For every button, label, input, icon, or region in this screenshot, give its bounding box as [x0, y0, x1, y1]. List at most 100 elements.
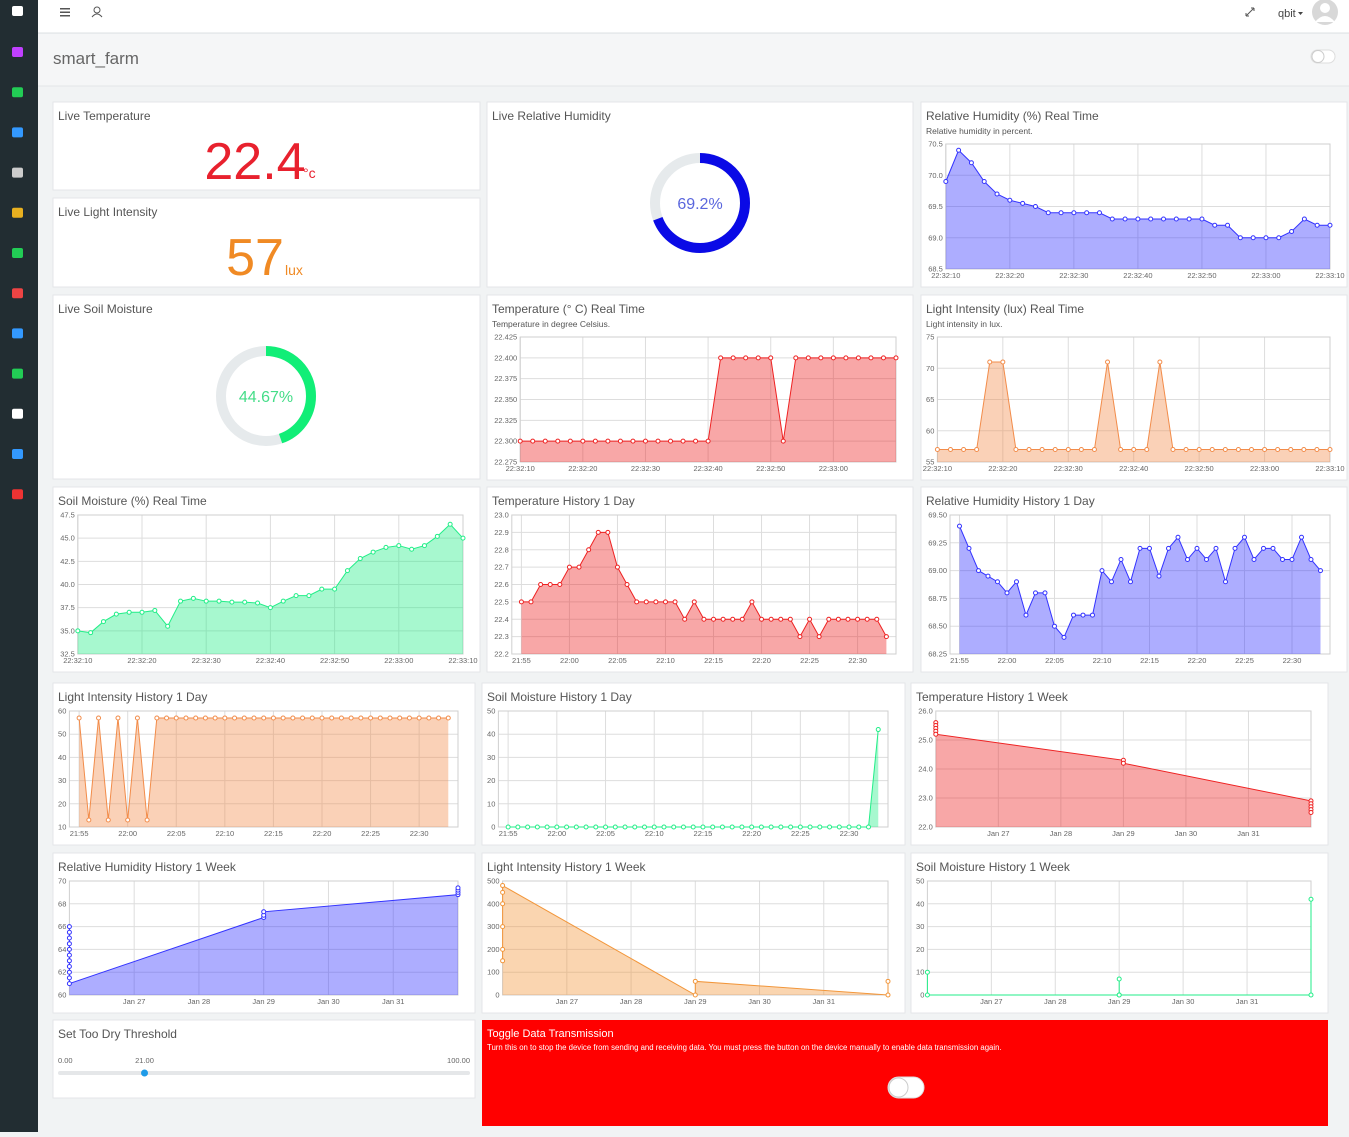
point — [525, 824, 531, 830]
y-tick-label: 64 — [58, 945, 66, 954]
sidebar-icon[interactable] — [12, 328, 23, 339]
point — [729, 824, 735, 830]
point — [1301, 447, 1307, 452]
x-tick-label: Jan 27 — [980, 997, 1003, 1006]
point — [344, 568, 350, 574]
sidebar-icon[interactable] — [12, 6, 23, 16]
point — [933, 731, 939, 737]
point — [1251, 556, 1257, 562]
point — [743, 355, 749, 361]
point — [309, 715, 315, 721]
point — [193, 715, 199, 721]
user-icon[interactable] — [91, 6, 103, 18]
point — [139, 609, 145, 615]
point — [445, 715, 451, 721]
sidebar-icon[interactable] — [12, 449, 23, 459]
menu-toggle[interactable] — [60, 8, 70, 17]
point — [290, 715, 296, 721]
area — [935, 722, 1311, 827]
point — [1144, 447, 1150, 452]
y-tick-label: 26.0 — [918, 707, 933, 716]
point — [332, 586, 338, 592]
user-name[interactable]: qbit — [1278, 8, 1296, 20]
x-tick-label: 22:00 — [998, 656, 1017, 665]
point — [383, 544, 389, 550]
slider-value-label: 21.00 — [135, 1056, 154, 1065]
theme-toggle[interactable] — [1310, 49, 1336, 64]
y-tick-label: 200 — [487, 945, 500, 954]
point — [555, 438, 561, 444]
point — [66, 946, 72, 952]
point — [924, 969, 930, 975]
point — [66, 969, 72, 975]
point — [797, 824, 803, 830]
point — [730, 616, 736, 622]
gauge-label: 69.2% — [677, 196, 722, 213]
fullscreen-icon[interactable] — [1245, 7, 1255, 17]
point — [113, 611, 119, 617]
x-tick-label: 22:32:20 — [988, 464, 1017, 473]
point — [1194, 545, 1200, 551]
point — [593, 824, 599, 830]
y-tick-label: 50 — [916, 877, 924, 886]
sidebar-icon[interactable] — [12, 408, 23, 419]
point — [693, 438, 699, 444]
point — [603, 824, 609, 830]
point — [1118, 556, 1124, 562]
x-tick-label: 22:20 — [752, 656, 771, 665]
point — [251, 715, 257, 721]
sidebar-icon[interactable] — [12, 489, 23, 500]
sidebar-icon[interactable] — [12, 207, 23, 218]
x-tick-label: 22:25 — [791, 829, 810, 838]
area — [79, 717, 449, 827]
live-light-value: 57 — [226, 229, 284, 287]
point — [864, 616, 870, 622]
sidebar-icon[interactable] — [12, 248, 23, 258]
point — [1237, 235, 1243, 241]
point — [1109, 216, 1115, 222]
point — [267, 605, 273, 611]
x-tick-label: Jan 29 — [1112, 829, 1135, 838]
x-tick-label: 22:32:30 — [1059, 271, 1088, 280]
slider-knob[interactable] — [141, 1069, 149, 1077]
x-tick-label: Jan 29 — [684, 997, 707, 1006]
sidebar-icon[interactable] — [12, 167, 23, 178]
sidebar-icon[interactable] — [12, 127, 23, 138]
point — [105, 817, 111, 823]
x-tick-label: Jan 28 — [1044, 997, 1067, 1006]
x-tick-label: 22:32:20 — [568, 464, 597, 473]
y-tick-label: 40 — [58, 753, 66, 762]
x-tick-label: Jan 31 — [1237, 829, 1260, 838]
point — [778, 616, 784, 622]
point — [759, 616, 765, 622]
live-light-unit: lux — [285, 262, 303, 278]
point — [692, 992, 698, 998]
sidebar-icon[interactable] — [12, 47, 23, 57]
point — [144, 817, 150, 823]
x-tick-label: 21:55 — [70, 829, 89, 838]
y-tick-label: 60 — [926, 426, 934, 435]
plot-frame — [945, 143, 1331, 270]
point — [1023, 612, 1029, 618]
point — [567, 438, 573, 444]
point — [630, 438, 636, 444]
point — [232, 715, 238, 721]
point — [134, 715, 140, 721]
point — [280, 598, 286, 604]
x-tick-label: 22:30 — [840, 829, 859, 838]
sidebar-icon[interactable] — [12, 368, 23, 379]
point — [100, 619, 106, 625]
x-tick-label: 22:05 — [167, 829, 186, 838]
point — [1186, 216, 1192, 222]
point — [1185, 556, 1190, 562]
point — [807, 824, 813, 830]
sidebar-icon[interactable] — [12, 288, 23, 299]
panel — [52, 294, 481, 480]
sidebar-icon[interactable] — [12, 87, 23, 98]
chart-title: Temperature (° C) Real Time — [492, 302, 645, 316]
panel — [52, 682, 476, 846]
point — [981, 179, 987, 184]
transmission-panel — [482, 1020, 1328, 1126]
slider-track[interactable] — [58, 1071, 470, 1075]
point — [856, 824, 862, 830]
